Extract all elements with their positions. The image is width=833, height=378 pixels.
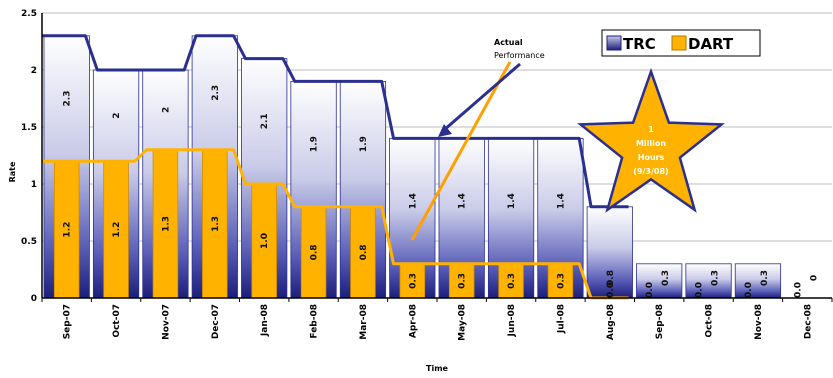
- trc-data-label: 1.4: [507, 193, 517, 209]
- dart-data-label: 0.3: [458, 273, 468, 289]
- dart-data-label: 0.8: [310, 244, 320, 260]
- trc-data-label: 0.3: [711, 270, 721, 286]
- trc-line: [42, 34, 629, 209]
- x-tick-label: Mar-08: [359, 304, 369, 340]
- trc-data-label: 1.4: [408, 193, 418, 209]
- dart-data-label: 0.3: [507, 273, 517, 289]
- bar-labels: 2.3 2 2 2.3 2.1 1.9 1.9 1.4 1.4 1.4 1.4 0.8 0.3 0.3 0.…: [63, 85, 820, 298]
- y-tick-labels: 0 0.5 1 1.5 2 2.5: [21, 9, 37, 304]
- dart-bar: [251, 183, 277, 299]
- x-tick-label: Jun-08: [507, 304, 517, 337]
- trc-data-label: 1.9: [310, 136, 320, 152]
- dart-data-label: 1.3: [211, 216, 221, 232]
- dart-data-label: 0.0: [645, 282, 655, 298]
- x-tick-label: Nov-07: [161, 304, 171, 340]
- x-tick-labels: Sep-07 Oct-07 Nov-07 Dec-07 Jan-08 Feb-08 Mar-…: [63, 304, 814, 341]
- trc-data-label: 2.1: [260, 113, 270, 129]
- x-tick-label: Jul-08: [556, 304, 566, 334]
- trc-data-label: 1.9: [359, 136, 369, 152]
- y-tick-label: 1.5: [21, 123, 37, 133]
- trc-data-label: 2.3: [211, 85, 221, 101]
- y-tick-label: 2.5: [21, 9, 37, 19]
- dart-bar: [202, 149, 228, 299]
- x-tick-label: Dec-07: [211, 304, 221, 339]
- x-tick-label: May-08: [458, 304, 468, 341]
- dart-data-label: 1.2: [112, 222, 122, 238]
- svg-text:1: 1: [648, 125, 654, 134]
- svg-text:(9/3/08): (9/3/08): [633, 167, 668, 176]
- y-tick-label: 2: [31, 66, 37, 76]
- trc-data-label: 1.4: [458, 193, 468, 209]
- axes: [41, 13, 833, 302]
- x-tick-label: Sep-07: [63, 304, 73, 339]
- dart-data-label: 1.2: [63, 222, 73, 238]
- trc-bar: [586, 206, 633, 299]
- dart-data-label: 0.3: [408, 273, 418, 289]
- svg-text:Hours: Hours: [638, 153, 665, 162]
- dart-line: [42, 148, 629, 300]
- x-tick-label: Apr-08: [408, 304, 418, 338]
- x-tick-label: Oct-07: [112, 304, 122, 338]
- trc-data-label: 0: [809, 275, 819, 281]
- million-hours-star: 1 Million Hours (9/3/08): [577, 67, 725, 213]
- dart-data-label: 0.0: [744, 282, 754, 298]
- trc-data-label: 0.3: [661, 270, 671, 286]
- actual-label: Actual: [494, 38, 523, 47]
- dart-data-label: 0.8: [359, 244, 369, 260]
- x-tick-label: Jan-08: [260, 304, 270, 337]
- trc-line-group: [42, 34, 629, 209]
- x-tick-label: Dec-08: [803, 304, 813, 339]
- dart-bar: [300, 206, 327, 299]
- x-axis-title: Time: [426, 364, 449, 373]
- x-tick-label: Sep-08: [655, 304, 665, 339]
- legend: TRC DART: [601, 29, 761, 57]
- x-tick-label: Feb-08: [310, 304, 320, 339]
- x-tick-label: Aug-08: [606, 304, 616, 340]
- dart-line-group: [42, 148, 629, 300]
- performance-label: Performance: [494, 51, 545, 60]
- actual-performance-callout: Actual Performance: [410, 38, 545, 241]
- dart-bar: [53, 160, 80, 299]
- legend-trc-swatch: [606, 35, 622, 51]
- dart-data-label: 0.0: [793, 282, 803, 298]
- star-icon: [577, 67, 725, 213]
- dart-data-label: 1.0: [260, 233, 270, 249]
- dart-data-label: 1.3: [161, 216, 171, 232]
- x-tick-label: Oct-08: [705, 304, 715, 338]
- trc-bar: [685, 263, 732, 299]
- dart-bar: [350, 206, 376, 299]
- dart-data-label: 0.0: [695, 282, 705, 298]
- legend-dart-swatch: [671, 35, 687, 51]
- y-axis-title: Rate: [8, 161, 17, 182]
- dart-bar: [498, 263, 524, 299]
- dart-data-label: 0.0: [606, 282, 616, 298]
- y-tick-label: 0: [31, 294, 37, 304]
- dart-bar: [399, 263, 426, 299]
- trc-bar: [734, 263, 782, 299]
- trc-data-label: 0.8: [606, 270, 616, 286]
- dart-bar: [103, 160, 129, 299]
- trc-data-label: 1.4: [556, 193, 566, 209]
- trc-data-label: 2: [112, 112, 122, 118]
- svg-text:Million: Million: [636, 139, 666, 148]
- x-tick-label: Nov-08: [754, 304, 764, 340]
- trc-data-label: 0.3: [760, 270, 770, 286]
- legend-trc-label: TRC: [623, 35, 656, 53]
- legend-dart-label: DART: [688, 35, 734, 53]
- trc-bar: [636, 263, 683, 299]
- trc-data-label: 2: [161, 107, 171, 113]
- y-tick-label: 0.5: [21, 237, 37, 247]
- y-tick-label: 1: [31, 180, 37, 190]
- dart-data-label: 0.3: [556, 273, 566, 289]
- dart-bar: [547, 263, 574, 299]
- trc-data-label: 2.3: [63, 91, 73, 107]
